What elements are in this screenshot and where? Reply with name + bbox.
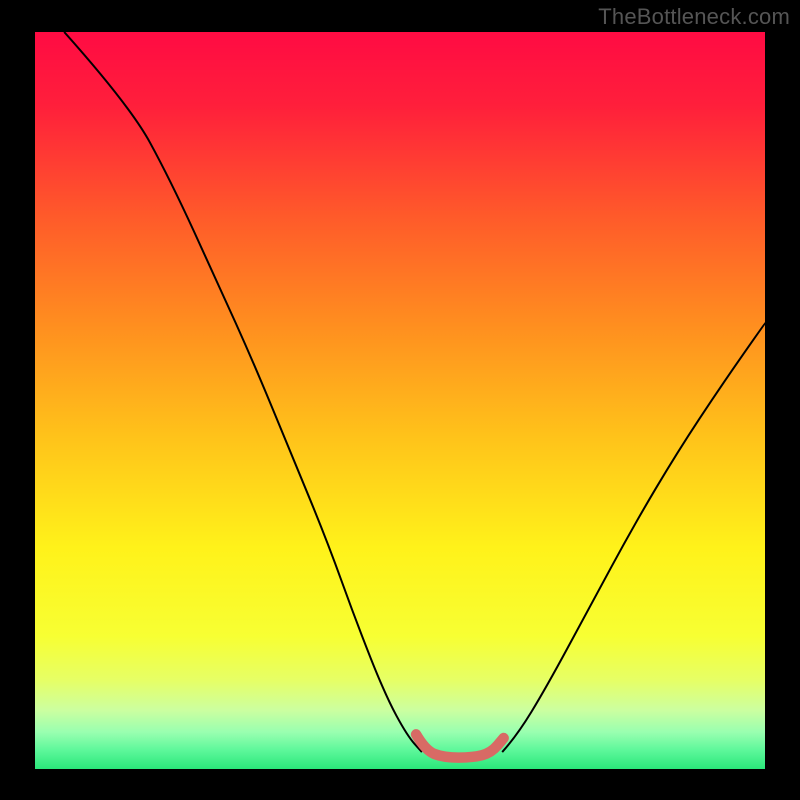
chart-svg <box>35 32 765 769</box>
chart-container: TheBottleneck.com <box>0 0 800 800</box>
gradient-background <box>35 32 765 769</box>
plot-area <box>35 32 765 769</box>
watermark-label: TheBottleneck.com <box>598 4 790 30</box>
